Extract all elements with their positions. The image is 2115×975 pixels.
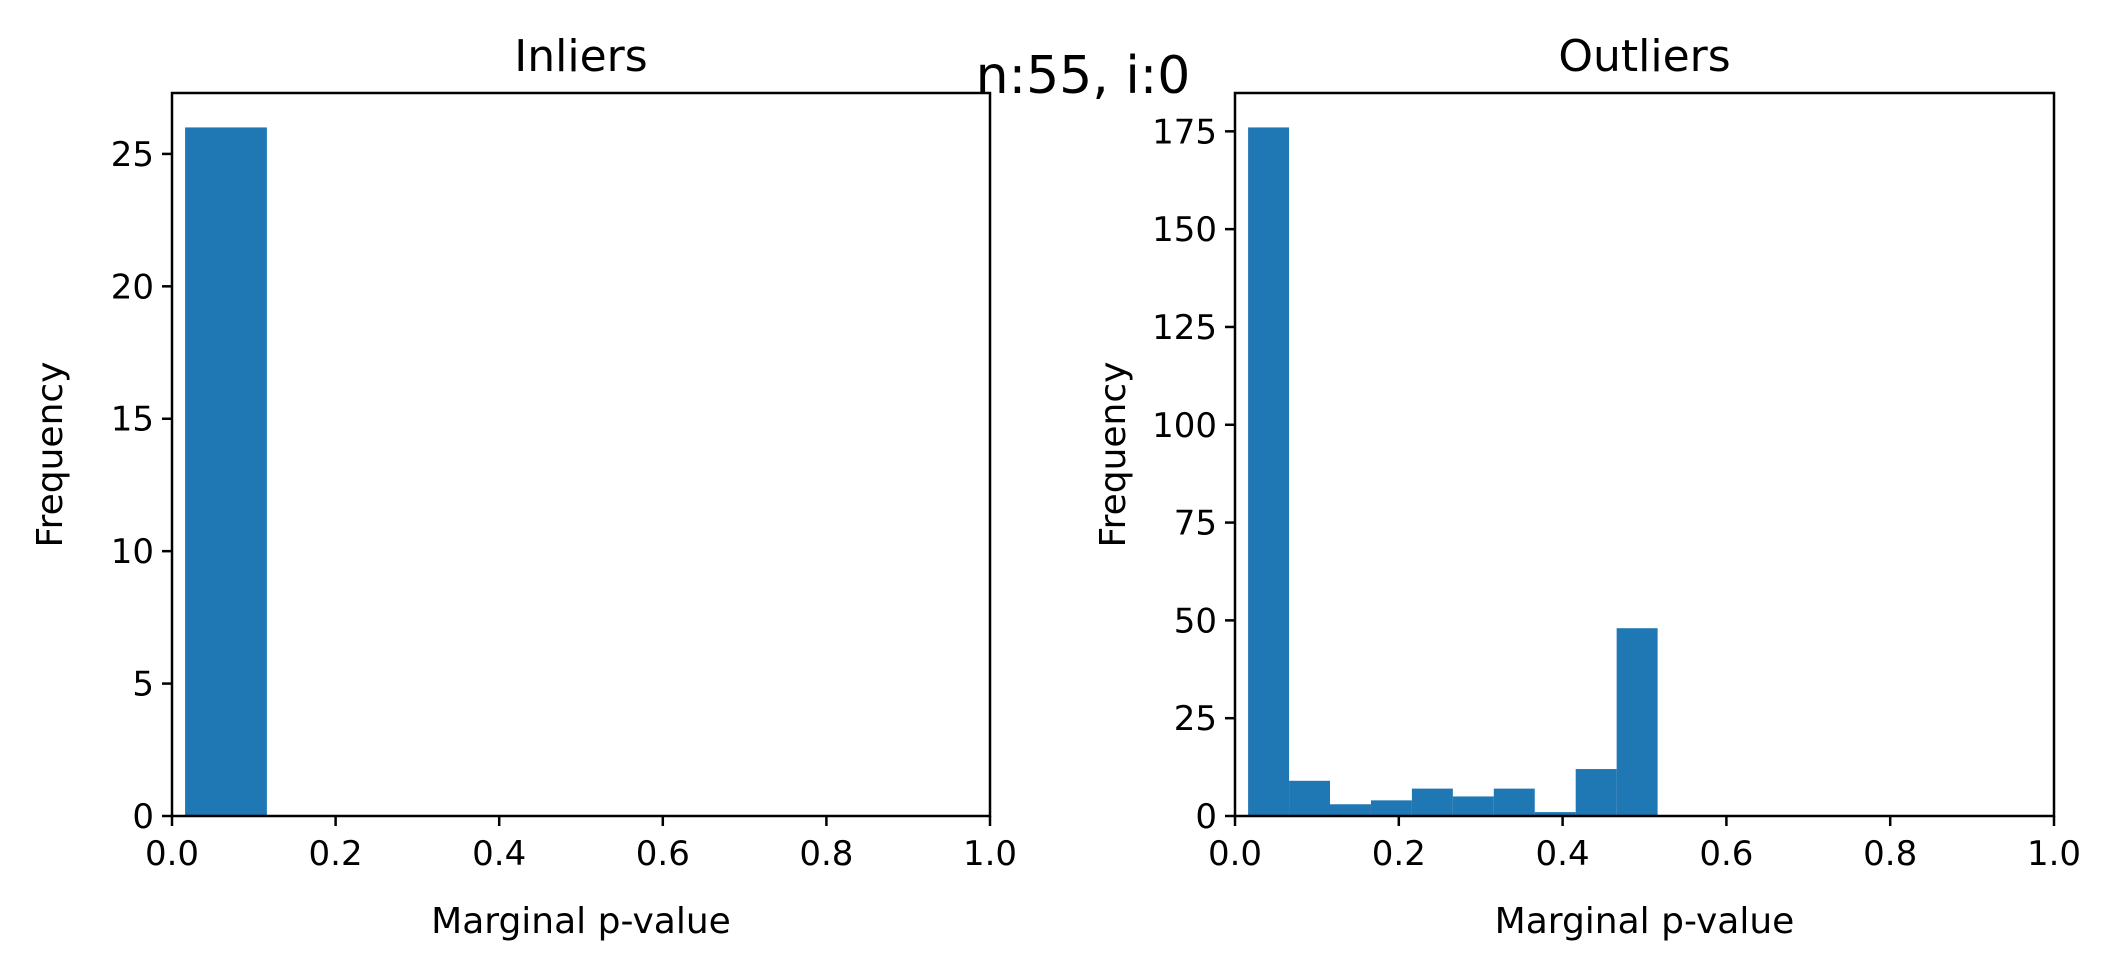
y-tick-label: 50 (1174, 601, 1217, 641)
x-tick-label: 0.8 (799, 834, 853, 874)
histogram-bar (1452, 796, 1494, 816)
y-tick-label: 125 (1152, 308, 1217, 348)
figure-suptitle: n:55, i:0 (976, 46, 1191, 106)
histogram-bar (1330, 804, 1371, 816)
y-tick-label: 0 (132, 797, 154, 837)
x-tick-label: 0.6 (636, 834, 690, 874)
panel-title: Inliers (514, 31, 647, 82)
x-tick-label: 0.4 (472, 834, 526, 874)
y-tick-label: 150 (1152, 210, 1217, 250)
histogram-bar (1411, 788, 1453, 816)
histogram-bar (1616, 628, 1658, 816)
axes-frame (1233, 91, 2056, 818)
histogram-bar (1534, 812, 1576, 816)
y-tick-label: 75 (1174, 504, 1217, 544)
panel-title: Outliers (1558, 31, 1730, 82)
y-tick-label: 0 (1195, 797, 1217, 837)
y-tick-label: 10 (111, 532, 154, 572)
histogram-bar (1289, 780, 1331, 816)
x-tick-label: 1.0 (2027, 834, 2081, 874)
y-axis-label: Frequency (1093, 362, 1134, 548)
y-tick-label: 25 (1174, 699, 1217, 739)
y-axis-label: Frequency (30, 362, 71, 548)
histogram-bar (1370, 800, 1412, 816)
x-tick-label: 0.2 (309, 834, 363, 874)
histogram-bar (1493, 788, 1535, 816)
y-tick-label: 175 (1152, 112, 1217, 152)
histogram-bar (1248, 127, 1290, 816)
x-tick-label: 0.0 (145, 834, 199, 874)
x-tick-label: 0.6 (1699, 834, 1753, 874)
inliers-histogram: 0.0 0.2 0.4 0.6 0.8 1.0 0 5 10 15 20 25 Inliers Margi… (30, 31, 1017, 942)
y-tick-label: 15 (111, 400, 154, 440)
x-tick-label: 0.4 (1536, 834, 1590, 874)
outliers-histogram: 0.0 0.2 0.4 0.6 0.8 1.0 0 25 50 75 100 125 150 175 Out… (1093, 31, 2081, 942)
y-tick-label: 20 (111, 267, 154, 307)
axes-frame (170, 91, 992, 818)
x-axis-label: Marginal p-value (431, 901, 731, 942)
histogram-bar (1575, 769, 1617, 816)
x-tick-label: 0.0 (1208, 834, 1262, 874)
y-tick-label: 25 (111, 135, 154, 175)
y-tick-label: 100 (1152, 406, 1217, 446)
histogram-bar (185, 127, 267, 816)
x-tick-label: 0.2 (1372, 834, 1426, 874)
x-axis-label: Marginal p-value (1495, 901, 1795, 942)
x-tick-label: 1.0 (963, 834, 1017, 874)
y-tick-label: 5 (132, 665, 154, 705)
x-tick-label: 0.8 (1863, 834, 1917, 874)
